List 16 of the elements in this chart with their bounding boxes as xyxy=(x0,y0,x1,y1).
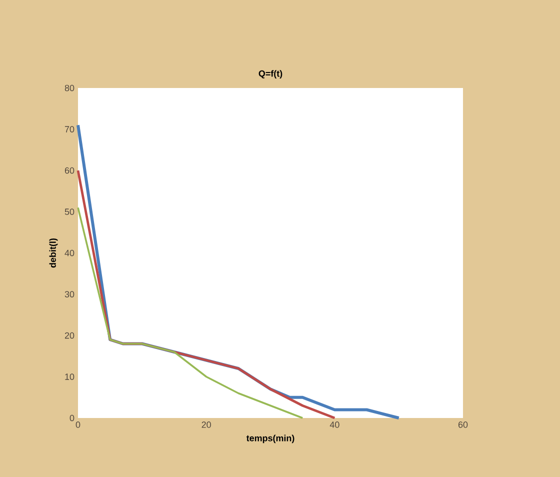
y-tick-label: 10 xyxy=(65,374,74,380)
x-tick-label: 0 xyxy=(76,422,80,428)
y-tick-label: 50 xyxy=(64,208,74,215)
y-axis-title: debit(l) xyxy=(49,238,58,268)
x-tick-label: 60 xyxy=(458,422,468,428)
x-tick-label: 40 xyxy=(330,422,340,428)
y-tick-label: 20 xyxy=(64,332,74,339)
y-tick-label: 80 xyxy=(64,84,74,92)
y-tick-label: 0 xyxy=(70,414,74,422)
y-tick-label: 40 xyxy=(64,250,74,256)
y-tick-label: 30 xyxy=(64,291,74,298)
y-tick-label: 60 xyxy=(64,167,74,174)
y-tick-label: 70 xyxy=(64,126,74,132)
chart-title: Q=f(t) xyxy=(258,70,282,79)
x-tick-label: 20 xyxy=(202,422,211,428)
x-axis-title: temps(min) xyxy=(246,434,294,444)
